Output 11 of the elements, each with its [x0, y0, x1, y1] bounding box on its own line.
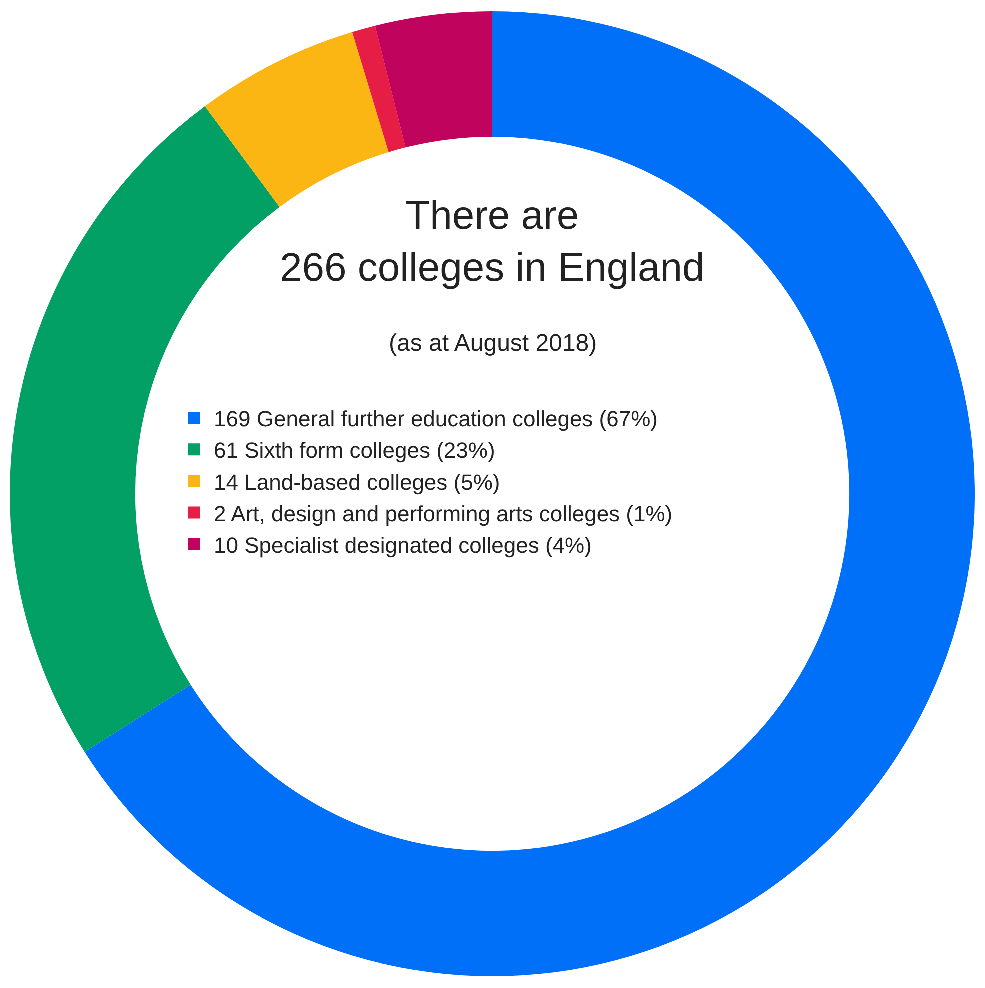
donut-slice	[375, 12, 492, 148]
legend-label: 10 Specialist designated colleges (4%)	[214, 532, 592, 558]
text: There are 266 colleges in England	[280, 194, 705, 290]
legend-label: 61 Sixth form colleges (23%)	[214, 438, 496, 464]
legend-label: 169 General further education colleges (67%)	[214, 406, 658, 432]
text: (as at August 2018)	[389, 330, 598, 357]
donut-slice	[352, 26, 406, 152]
donut-slice	[205, 32, 389, 208]
legend-label: 14 Land-based colleges (5%)	[214, 470, 500, 495]
donut-slice	[84, 12, 975, 976]
legend-label: 2 Art, design and performing arts colleges (1%)	[214, 501, 673, 526]
